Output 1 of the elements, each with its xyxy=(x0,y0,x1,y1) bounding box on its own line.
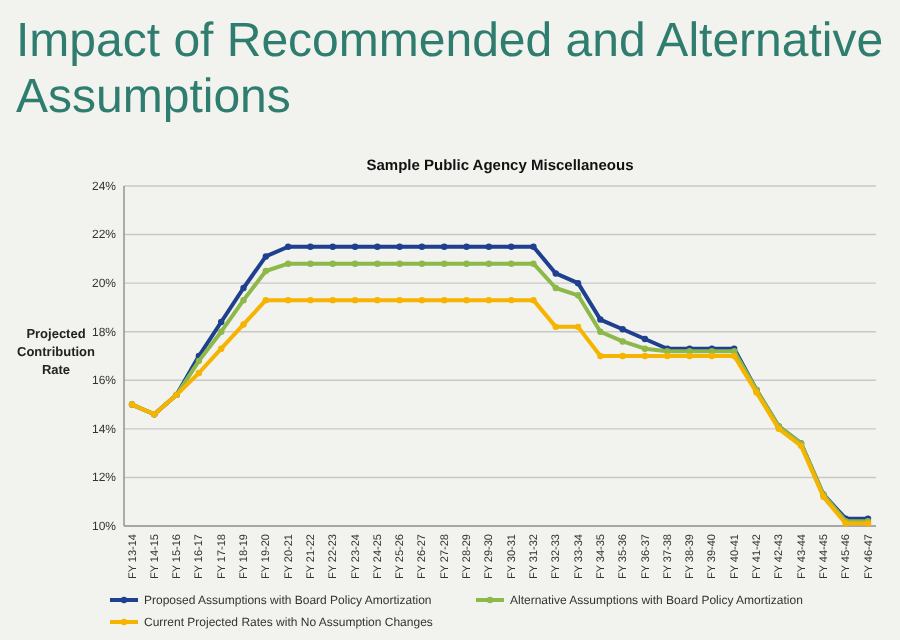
chart-title: Impact of Recommended and Alternative Assumptions xyxy=(16,14,884,124)
